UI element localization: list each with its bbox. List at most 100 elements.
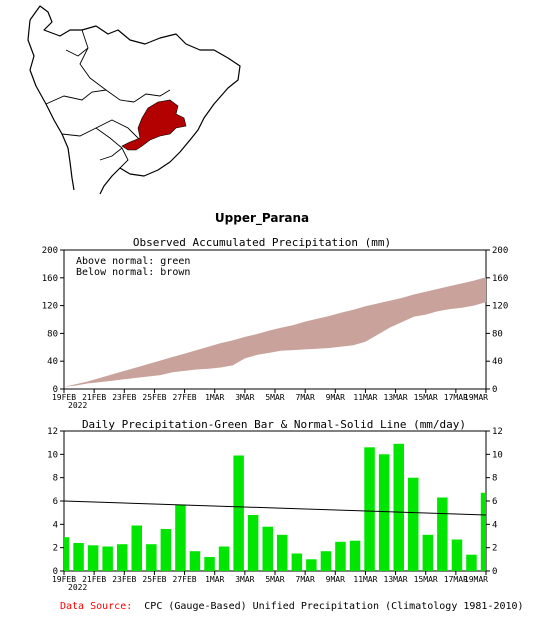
chart2-bar	[218, 546, 230, 571]
chart1-annotation-below: Below normal: brown	[76, 267, 190, 278]
chart1-xtick-label: 19MAR	[464, 393, 488, 402]
chart1-xtick-year: 2022	[68, 401, 87, 410]
data-source-footer: Data Source: CPC (Gauge-Based) Unified P…	[60, 601, 524, 612]
chart2-xtick-label: 17MAR	[444, 575, 468, 584]
chart2-bar	[247, 515, 259, 571]
chart2-xtick-label: 3MAR	[235, 575, 254, 584]
chart2-normal-line	[63, 500, 487, 516]
chart2-bar	[160, 529, 172, 571]
chart1-xtick-label: 19FEB	[52, 393, 76, 402]
chart1-xtick-label: 7MAR	[296, 393, 315, 402]
accumulated-precipitation-chart: Observed Accumulated Precipitation (mm) …	[42, 236, 509, 410]
chart1-xtick-label: 5MAR	[265, 393, 284, 402]
chart1-ytick-label-right: 0	[492, 385, 497, 395]
chart2-ytick-label-left: 0	[53, 567, 58, 577]
chart2-bar	[146, 544, 157, 571]
chart1-xtick-label: 13MAR	[384, 393, 408, 402]
chart1-xtick-label: 25FEB	[142, 393, 166, 402]
chart2-xtick-label: 1MAR	[205, 575, 224, 584]
chart1-ytick-label-left: 200	[42, 246, 58, 256]
chart2-bar	[175, 504, 186, 571]
chart2-bar	[408, 477, 419, 571]
chart2-bar	[204, 557, 215, 571]
chart2-ytick-label-right: 0	[492, 567, 497, 577]
map-borders	[45, 29, 171, 169]
chart2-xtick-label: 13MAR	[384, 575, 408, 584]
chart1-ytick-label-left: 0	[53, 385, 58, 395]
region-map	[27, 5, 241, 195]
chart2-bar	[73, 543, 84, 571]
chart2-xtick-label: 25FEB	[142, 575, 166, 584]
chart1-ytick-label-right: 120	[492, 302, 508, 312]
chart1-ytick-label-right: 160	[492, 274, 508, 284]
chart1-xtick-label: 23FEB	[112, 393, 136, 402]
chart2-bar	[102, 546, 113, 571]
chart2-xtick-label: 23FEB	[112, 575, 136, 584]
chart1-ytick-label-left: 160	[42, 274, 58, 284]
chart1-xtick-label: 1MAR	[205, 393, 224, 402]
chart1-ytick-label-right: 80	[492, 329, 503, 339]
chart2-xtick-label: 19FEB	[52, 575, 76, 584]
chart2-ytick-label-left: 6	[53, 497, 58, 507]
chart2-bar	[233, 455, 244, 571]
chart2-xtick-label: 11MAR	[353, 575, 377, 584]
chart2-bar	[480, 492, 486, 571]
chart2-bar	[466, 554, 477, 571]
chart2-bar	[306, 559, 317, 571]
map-region-highlight	[121, 99, 187, 151]
chart2-ytick-label-right: 8	[492, 474, 497, 484]
region-title: Upper_Parana	[215, 211, 309, 226]
chart2-xtick-label: 9MAR	[326, 575, 345, 584]
chart2-bar	[131, 525, 142, 571]
chart1-title: Observed Accumulated Precipitation (mm)	[133, 236, 391, 249]
chart1-xtick-label: 3MAR	[235, 393, 254, 402]
chart1-xtick-label: 17MAR	[444, 393, 468, 402]
chart2-bar	[189, 551, 201, 571]
chart2-ytick-label-right: 12	[492, 427, 503, 437]
chart2-ytick-label-left: 8	[53, 474, 58, 484]
chart2-ytick-label-right: 2	[492, 544, 497, 554]
chart1-annotation-above: Above normal: green	[76, 256, 190, 267]
chart1-ytick-label-left: 120	[42, 302, 58, 312]
chart2-bar	[291, 553, 303, 571]
data-source-label: Data Source:	[60, 601, 132, 612]
chart2-xtick-label: 19MAR	[464, 575, 488, 584]
chart1-ytick-label-left: 80	[47, 329, 58, 339]
chart2-bar	[262, 526, 273, 571]
chart2-bar	[117, 544, 128, 571]
chart2-xtick-label: 27FEB	[173, 575, 197, 584]
chart2-title: Daily Precipitation-Green Bar & Normal-S…	[82, 418, 466, 431]
daily-precipitation-chart: Daily Precipitation-Green Bar & Normal-S…	[47, 418, 503, 592]
chart2-ytick-label-left: 2	[53, 544, 58, 554]
chart2-xtick-label: 15MAR	[414, 575, 438, 584]
chart1-xtick-label: 15MAR	[414, 393, 438, 402]
chart2-ytick-label-right: 10	[492, 450, 503, 460]
chart1-below-normal-area	[64, 277, 486, 387]
chart2-bar	[87, 545, 99, 571]
chart2-bar	[378, 454, 390, 571]
chart1-xtick-label: 27FEB	[173, 393, 197, 402]
chart2-bar	[364, 447, 375, 571]
chart2-bar	[422, 534, 434, 571]
chart1-ytick-label-left: 40	[47, 357, 58, 367]
chart1-xtick-label: 11MAR	[353, 393, 377, 402]
chart1-xtick-label: 9MAR	[326, 393, 345, 402]
chart2-bar	[437, 497, 448, 571]
chart2-ytick-label-right: 6	[492, 497, 497, 507]
chart1-xtick-label: 21FEB	[82, 393, 106, 402]
map-coastline	[27, 5, 241, 195]
chart2-bar	[320, 551, 332, 571]
chart2-bar	[64, 537, 70, 571]
chart2-bar	[451, 539, 463, 571]
chart2-bar	[349, 540, 361, 571]
chart2-bar	[393, 443, 404, 571]
chart2-ytick-label-right: 4	[492, 520, 497, 530]
chart2-xtick-label: 21FEB	[82, 575, 106, 584]
chart1-ytick-label-right: 200	[492, 246, 508, 256]
chart2-xtick-label: 5MAR	[265, 575, 284, 584]
chart2-bar	[277, 534, 288, 571]
chart2-xtick-year: 2022	[68, 583, 87, 592]
data-source-text: CPC (Gauge-Based) Unified Precipitation …	[144, 601, 523, 612]
chart2-ytick-label-left: 10	[47, 450, 58, 460]
